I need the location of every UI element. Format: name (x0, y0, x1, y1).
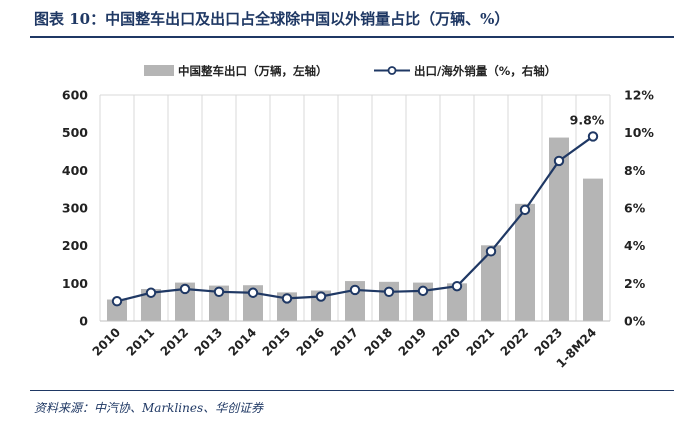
bar (107, 299, 127, 321)
legend-bar-label: 中国整车出口（万辆，左轴） (178, 64, 328, 78)
y-left-tick-label: 400 (62, 163, 88, 178)
grid (99, 94, 611, 321)
line-point (281, 293, 293, 304)
line-point (145, 287, 157, 298)
x-tick-label: 2012 (158, 325, 192, 359)
legend-bar-swatch (144, 65, 174, 76)
y-right-tick-label: 2% (624, 276, 646, 291)
line-point (179, 283, 191, 295)
y-left-tick-label: 300 (62, 201, 88, 216)
legend: 中国整车出口（万辆，左轴） 出口/海外销量（%，右轴） (144, 64, 556, 78)
line-point (485, 246, 497, 257)
y-right-tick-label: 6% (624, 201, 646, 216)
line-point (519, 204, 531, 216)
bar (141, 288, 161, 321)
footer-rule (30, 390, 674, 391)
line-point (213, 286, 225, 298)
x-tick-label: 2018 (362, 325, 396, 359)
y-right-tick-label: 10% (624, 125, 654, 140)
x-tick-label: 2019 (396, 325, 430, 359)
line-point (383, 286, 395, 298)
bar (481, 245, 501, 321)
line-point (349, 284, 361, 296)
source-note: 资料来源：中汽协、Marklines、华创证券 (34, 401, 264, 415)
line-point (315, 291, 327, 302)
line-point (587, 131, 599, 142)
y-left-tick-label: 200 (62, 238, 88, 253)
x-tick-label: 2013 (192, 325, 226, 359)
bar (549, 137, 569, 321)
data-label: 9.8% (570, 112, 605, 127)
y-right-tick-label: 8% (624, 163, 646, 178)
line-series (111, 131, 599, 307)
x-tick-label: 2017 (328, 325, 362, 359)
bar (515, 203, 535, 321)
y-right-tick-label: 4% (624, 238, 646, 253)
chart-title: 图表 10：中国整车出口及出口占全球除中国以外销量占比（万辆、%） (34, 10, 510, 28)
line-point (247, 287, 259, 298)
legend-line-label: 出口/海外销量（%，右轴） (414, 64, 556, 78)
y-left-tick-label: 500 (62, 125, 88, 140)
x-tick-label: 2022 (498, 325, 532, 359)
line-point (553, 155, 565, 167)
y-left-tick-label: 0 (79, 314, 88, 329)
legend-line-marker (387, 66, 397, 75)
bar (209, 285, 229, 321)
y-left-tick-label: 600 (62, 88, 88, 103)
x-tick-label: 2016 (294, 325, 328, 359)
x-tick-label: 2015 (260, 325, 294, 359)
bar (447, 283, 467, 321)
line-point (451, 280, 463, 292)
bar (311, 290, 331, 321)
line-point (111, 296, 123, 307)
y-right-tick-label: 12% (624, 88, 654, 103)
x-tick-label: 2020 (430, 325, 464, 359)
x-tick-label: 2014 (226, 325, 260, 359)
chart-area: 中国整车出口（万辆，左轴） 出口/海外销量（%，右轴） 0 100 200 300 400… (62, 64, 654, 371)
y-left-tick-label: 100 (62, 276, 88, 291)
x-tick-label: 2021 (464, 325, 498, 359)
title-rule (30, 36, 674, 38)
x-tick-label: 2011 (124, 325, 158, 359)
x-tick-label: 2010 (90, 325, 124, 359)
line-point (417, 285, 429, 297)
bar (583, 178, 603, 321)
bar (175, 282, 195, 321)
y-right-tick-label: 0% (624, 314, 646, 329)
